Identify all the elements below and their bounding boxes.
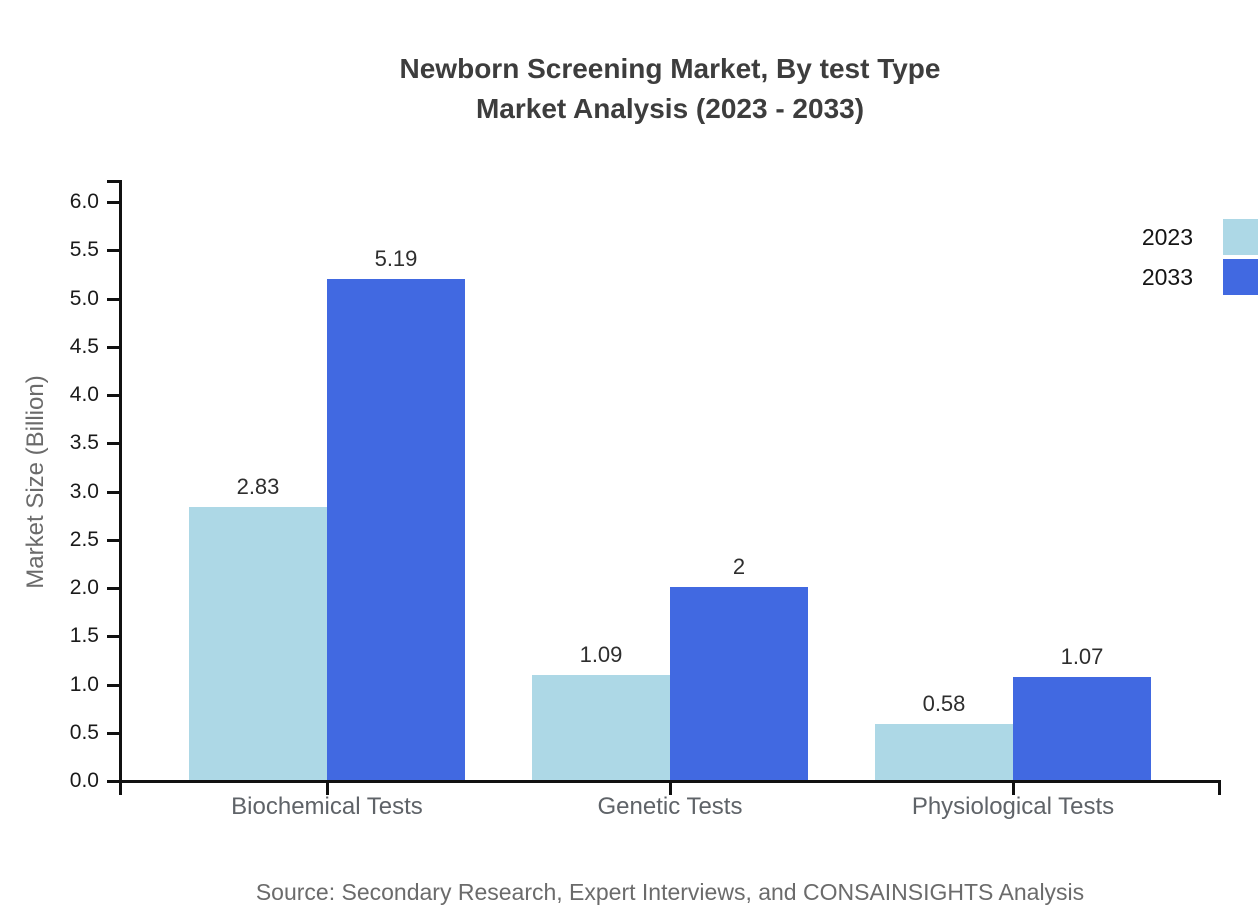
y-tick-label: 5.0 xyxy=(69,287,99,310)
y-tick xyxy=(107,442,119,445)
y-tick xyxy=(107,249,119,252)
legend-item: 2033 xyxy=(1142,257,1260,297)
y-tick xyxy=(107,346,119,349)
legend-swatch xyxy=(1223,259,1258,295)
chart-title-line2: Market Analysis (2023 - 2033) xyxy=(475,93,865,124)
bar-value-label: 1.09 xyxy=(579,642,623,667)
y-tick-label: 2.0 xyxy=(69,576,99,599)
legend-swatch xyxy=(1223,219,1258,255)
y-tick-label: 3.5 xyxy=(69,431,99,454)
y-tick xyxy=(107,587,119,590)
y-tick-label: 6.0 xyxy=(69,190,99,213)
legend-label: 2033 xyxy=(1141,263,1193,290)
x-tick xyxy=(669,780,672,795)
bar xyxy=(532,675,670,780)
x-tick-label: Physiological Tests xyxy=(911,793,1115,820)
y-tick xyxy=(107,780,119,783)
x-tick-label: Genetic Tests xyxy=(597,793,743,820)
y-tick xyxy=(107,635,119,638)
legend-label: 2023 xyxy=(1141,223,1193,250)
bar xyxy=(670,587,808,780)
x-axis-start-tick xyxy=(119,780,122,795)
y-tick-label: 0.5 xyxy=(69,721,99,744)
bar-value-label: 1.07 xyxy=(1060,644,1104,669)
x-tick-label: Biochemical Tests xyxy=(231,793,423,820)
legend: 2023 2033 xyxy=(1142,217,1260,297)
y-tick xyxy=(107,539,119,542)
bar xyxy=(1013,677,1151,780)
bar xyxy=(327,279,465,780)
source-text: Source: Secondary Research, Expert Inter… xyxy=(255,879,1085,905)
bar-value-label: 5.19 xyxy=(374,246,418,271)
y-tick-label: 0.0 xyxy=(69,769,99,792)
bar xyxy=(875,724,1013,780)
y-tick xyxy=(107,201,119,204)
y-tick-label: 4.5 xyxy=(69,335,99,358)
y-tick-label: 2.5 xyxy=(69,528,99,551)
y-tick-label: 4.0 xyxy=(69,383,99,406)
chart-title-line1: Newborn Screening Market, By test Type xyxy=(399,53,941,84)
legend-item: 2023 xyxy=(1142,217,1260,257)
y-tick xyxy=(107,684,119,687)
bar-value-label: 2.83 xyxy=(236,474,280,499)
y-tick xyxy=(107,491,119,494)
y-tick xyxy=(107,732,119,735)
y-axis-line xyxy=(119,180,122,783)
y-tick-label: 3.0 xyxy=(69,480,99,503)
y-tick xyxy=(107,298,119,301)
y-tick xyxy=(107,394,119,397)
bar-value-label: 2 xyxy=(732,554,746,579)
bar xyxy=(189,507,327,780)
x-tick xyxy=(1012,780,1015,795)
x-axis-end-tick xyxy=(1218,780,1221,795)
y-tick-label: 5.5 xyxy=(69,238,99,261)
bar-value-label: 0.58 xyxy=(922,691,966,716)
y-tick-label: 1.5 xyxy=(69,624,99,647)
chart-title: Newborn Screening Market, By test Type M… xyxy=(119,49,1221,129)
y-axis-end-tick xyxy=(107,180,119,183)
y-tick-label: 1.0 xyxy=(69,673,99,696)
x-tick xyxy=(326,780,329,795)
